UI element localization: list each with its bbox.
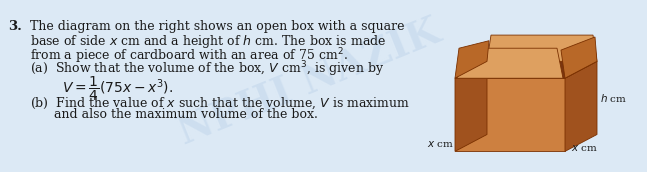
Text: and also the maximum volume of the box.: and also the maximum volume of the box. [30,108,318,121]
Text: NPHI NAZIK: NPHI NAZIK [173,13,446,153]
Polygon shape [565,61,597,151]
Text: The diagram on the right shows an open box with a square: The diagram on the right shows an open b… [30,20,404,33]
Text: base of side $x$ cm and a height of $h$ cm. The box is made: base of side $x$ cm and a height of $h$ … [30,33,386,50]
Text: $x$ cm: $x$ cm [571,143,598,153]
Text: $x$ cm: $x$ cm [427,139,454,149]
Polygon shape [455,78,565,151]
Polygon shape [457,48,563,78]
Polygon shape [487,35,597,61]
Text: (a)  Show that the volume of the box, $V$ cm$^3$, is given by: (a) Show that the volume of the box, $V$… [30,60,384,79]
Text: $V = \dfrac{1}{4}(75x - x^3).$: $V = \dfrac{1}{4}(75x - x^3).$ [62,74,173,103]
Polygon shape [455,41,489,78]
Polygon shape [561,37,597,78]
Text: $h$ cm: $h$ cm [600,92,627,104]
Text: 3.: 3. [8,20,22,33]
Text: from a piece of cardboard with an area of 75 cm$^2$.: from a piece of cardboard with an area o… [30,46,347,66]
Polygon shape [455,61,487,151]
Polygon shape [455,61,597,78]
Text: (b)  Find the value of $x$ such that the volume, $V$ is maximum: (b) Find the value of $x$ such that the … [30,95,410,111]
